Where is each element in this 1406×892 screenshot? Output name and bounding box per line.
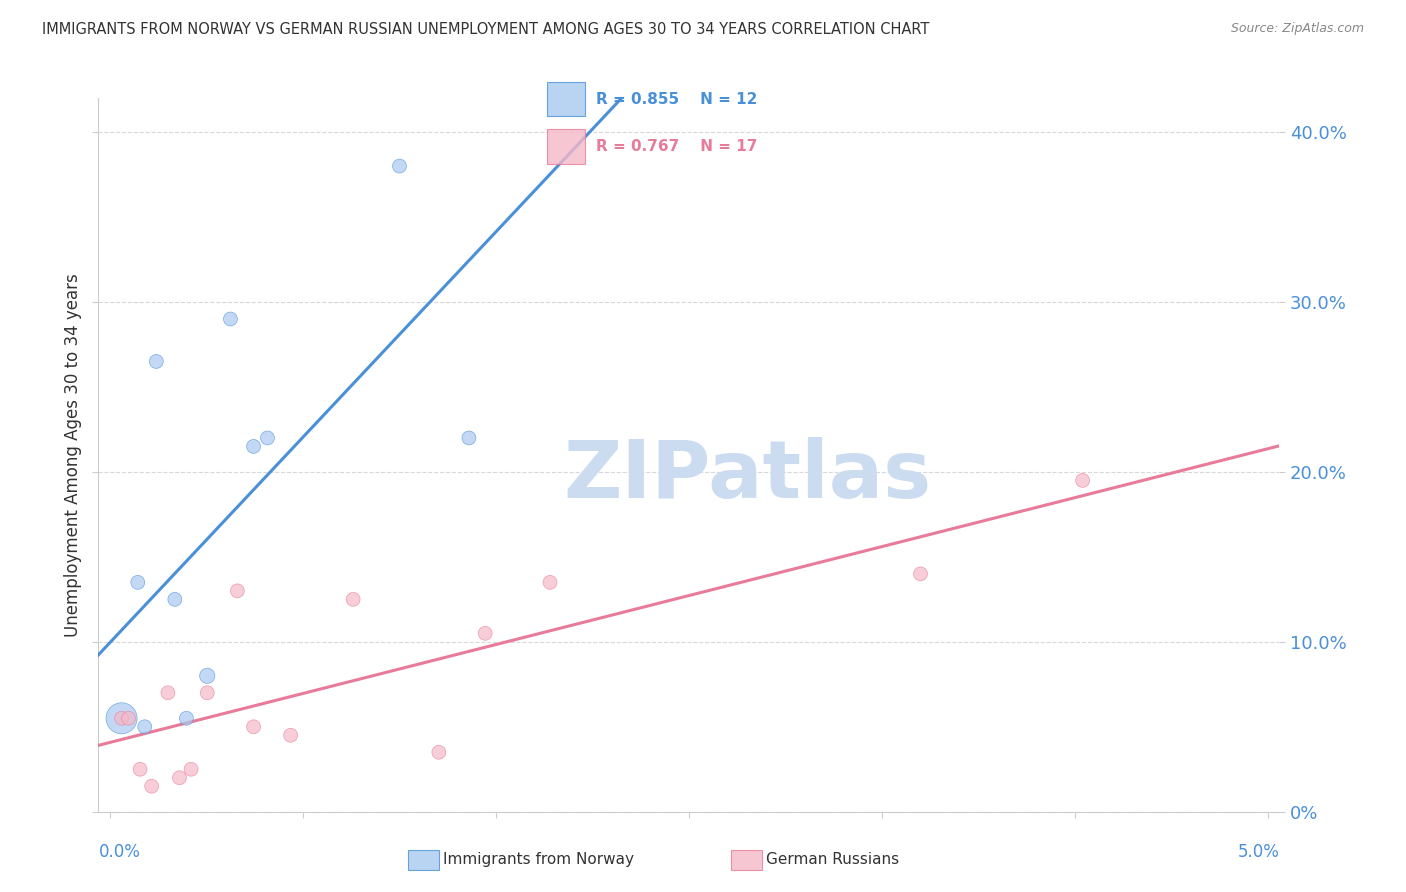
- Point: [145, 354, 167, 368]
- Point: [110, 711, 132, 725]
- Text: 5.0%: 5.0%: [1237, 843, 1279, 861]
- Point: [141, 779, 163, 793]
- Y-axis label: Unemployment Among Ages 30 to 34 years: Unemployment Among Ages 30 to 34 years: [63, 273, 82, 637]
- Point: [117, 711, 139, 725]
- Point: [156, 686, 179, 700]
- Point: [256, 431, 278, 445]
- Text: ZIPatlas: ZIPatlas: [564, 437, 932, 516]
- Text: R = 0.767    N = 17: R = 0.767 N = 17: [596, 139, 758, 153]
- Point: [219, 312, 242, 326]
- Point: [176, 711, 198, 725]
- Text: Immigrants from Norway: Immigrants from Norway: [443, 853, 634, 867]
- Point: [180, 762, 202, 776]
- Point: [458, 431, 481, 445]
- Point: [474, 626, 496, 640]
- FancyBboxPatch shape: [547, 81, 585, 117]
- Point: [110, 711, 132, 725]
- Point: [129, 762, 152, 776]
- Point: [134, 720, 156, 734]
- Point: [226, 583, 249, 598]
- FancyBboxPatch shape: [547, 128, 585, 163]
- Point: [1071, 474, 1094, 488]
- Point: [169, 771, 191, 785]
- Text: 0.0%: 0.0%: [98, 843, 141, 861]
- Text: Source: ZipAtlas.com: Source: ZipAtlas.com: [1230, 22, 1364, 36]
- Text: R = 0.855    N = 12: R = 0.855 N = 12: [596, 92, 758, 106]
- Point: [195, 669, 218, 683]
- Point: [910, 566, 932, 581]
- Point: [195, 686, 218, 700]
- Point: [242, 439, 264, 453]
- Point: [242, 720, 264, 734]
- Text: German Russians: German Russians: [766, 853, 900, 867]
- Point: [163, 592, 186, 607]
- Point: [538, 575, 561, 590]
- Point: [388, 159, 411, 173]
- Text: IMMIGRANTS FROM NORWAY VS GERMAN RUSSIAN UNEMPLOYMENT AMONG AGES 30 TO 34 YEARS : IMMIGRANTS FROM NORWAY VS GERMAN RUSSIAN…: [42, 22, 929, 37]
- Point: [280, 728, 302, 742]
- Point: [427, 745, 450, 759]
- Point: [127, 575, 149, 590]
- Point: [342, 592, 364, 607]
